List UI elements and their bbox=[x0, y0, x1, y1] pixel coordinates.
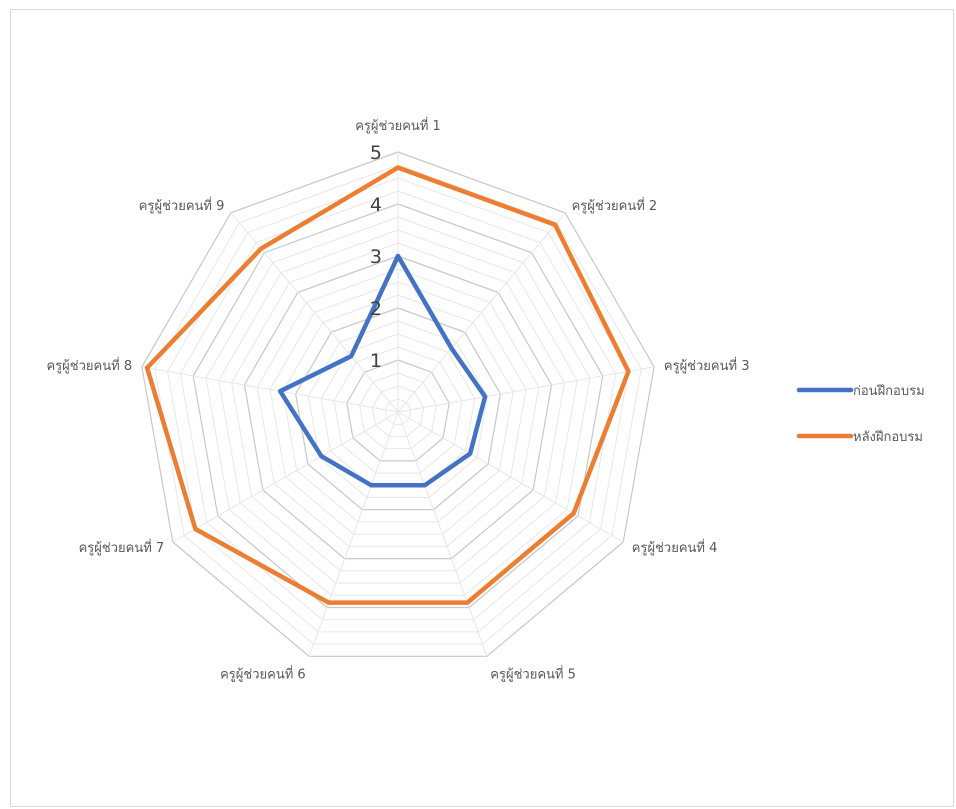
grid-spoke bbox=[230, 212, 399, 413]
grid-ring-major bbox=[192, 203, 604, 609]
radial-tick-label: 1 bbox=[370, 350, 382, 372]
radar-series bbox=[144, 165, 631, 605]
grid-ring-minor bbox=[218, 229, 578, 584]
grid-ring-major bbox=[294, 307, 502, 511]
grid-ring-minor bbox=[269, 281, 527, 535]
grid-spoke bbox=[397, 411, 488, 657]
category-labels: ครูผู้ช่วยคนที่ 1 ครูผู้ช่วยคนที่ 2 ครูผู้… bbox=[47, 117, 750, 682]
grid-ring-minor bbox=[205, 216, 591, 596]
category-label: ครูผู้ช่วยคนที่ 7 bbox=[79, 539, 165, 556]
radar-grid bbox=[141, 151, 655, 657]
category-label: ครูผู้ช่วยคนที่ 9 bbox=[139, 197, 225, 214]
category-label: ครูผู้ช่วยคนที่ 6 bbox=[220, 665, 306, 682]
series-line-2 bbox=[144, 165, 631, 605]
category-label: ครูผู้ช่วยคนที่ 2 bbox=[572, 197, 658, 214]
grid-ring-minor bbox=[359, 372, 437, 450]
grid-ring-major bbox=[346, 359, 450, 462]
grid-ring-minor bbox=[256, 268, 540, 547]
radial-tick-label: 3 bbox=[370, 246, 382, 268]
grid-spoke bbox=[397, 411, 624, 543]
grid-ring-major bbox=[243, 255, 553, 560]
grid-spoke bbox=[172, 411, 399, 543]
grid-ring-minor bbox=[333, 346, 463, 474]
category-label: ครูผู้ช่วยคนที่ 4 bbox=[632, 539, 718, 556]
category-label: ครูผู้ช่วยคนที่ 5 bbox=[490, 665, 576, 682]
legend-label-2: หลังฝึกอบรม bbox=[853, 430, 923, 445]
grid-ring-minor bbox=[179, 190, 617, 621]
grid-ring-minor bbox=[384, 398, 412, 425]
category-label: ครูผู้ช่วยคนที่ 8 bbox=[47, 357, 133, 374]
radial-tick-labels: 1 2 3 4 5 bbox=[370, 142, 382, 372]
grid-ring-minor bbox=[231, 242, 565, 572]
grid-ring-major bbox=[141, 151, 655, 657]
grid-spoke bbox=[397, 212, 566, 413]
radar-chart: 1 2 3 4 5 ครูผู้ช่วยคนที่ 1 ครูผู้ช่วยคนที่ 2… bbox=[47, 117, 925, 682]
category-label: ครูผู้ช่วยคนที่ 3 bbox=[664, 357, 750, 374]
series-line-1 bbox=[277, 253, 488, 488]
radial-tick-label: 2 bbox=[370, 298, 382, 320]
category-label: ครูผู้ช่วยคนที่ 1 bbox=[355, 117, 441, 134]
grid-spoke bbox=[141, 366, 399, 413]
grid-spoke bbox=[308, 411, 399, 657]
grid-spoke bbox=[397, 366, 655, 413]
radial-tick-label: 5 bbox=[370, 142, 382, 164]
legend-label-1: ก่อนฝึกอบรม bbox=[853, 384, 925, 399]
grid-ring-minor bbox=[154, 164, 642, 645]
chart-area: 1 2 3 4 5 ครูผู้ช่วยคนที่ 1 ครูผู้ช่วยคนที่ 2… bbox=[10, 9, 954, 807]
grid-ring-minor bbox=[282, 294, 514, 523]
radial-tick-label: 4 bbox=[370, 194, 382, 216]
grid-ring-minor bbox=[371, 385, 425, 437]
